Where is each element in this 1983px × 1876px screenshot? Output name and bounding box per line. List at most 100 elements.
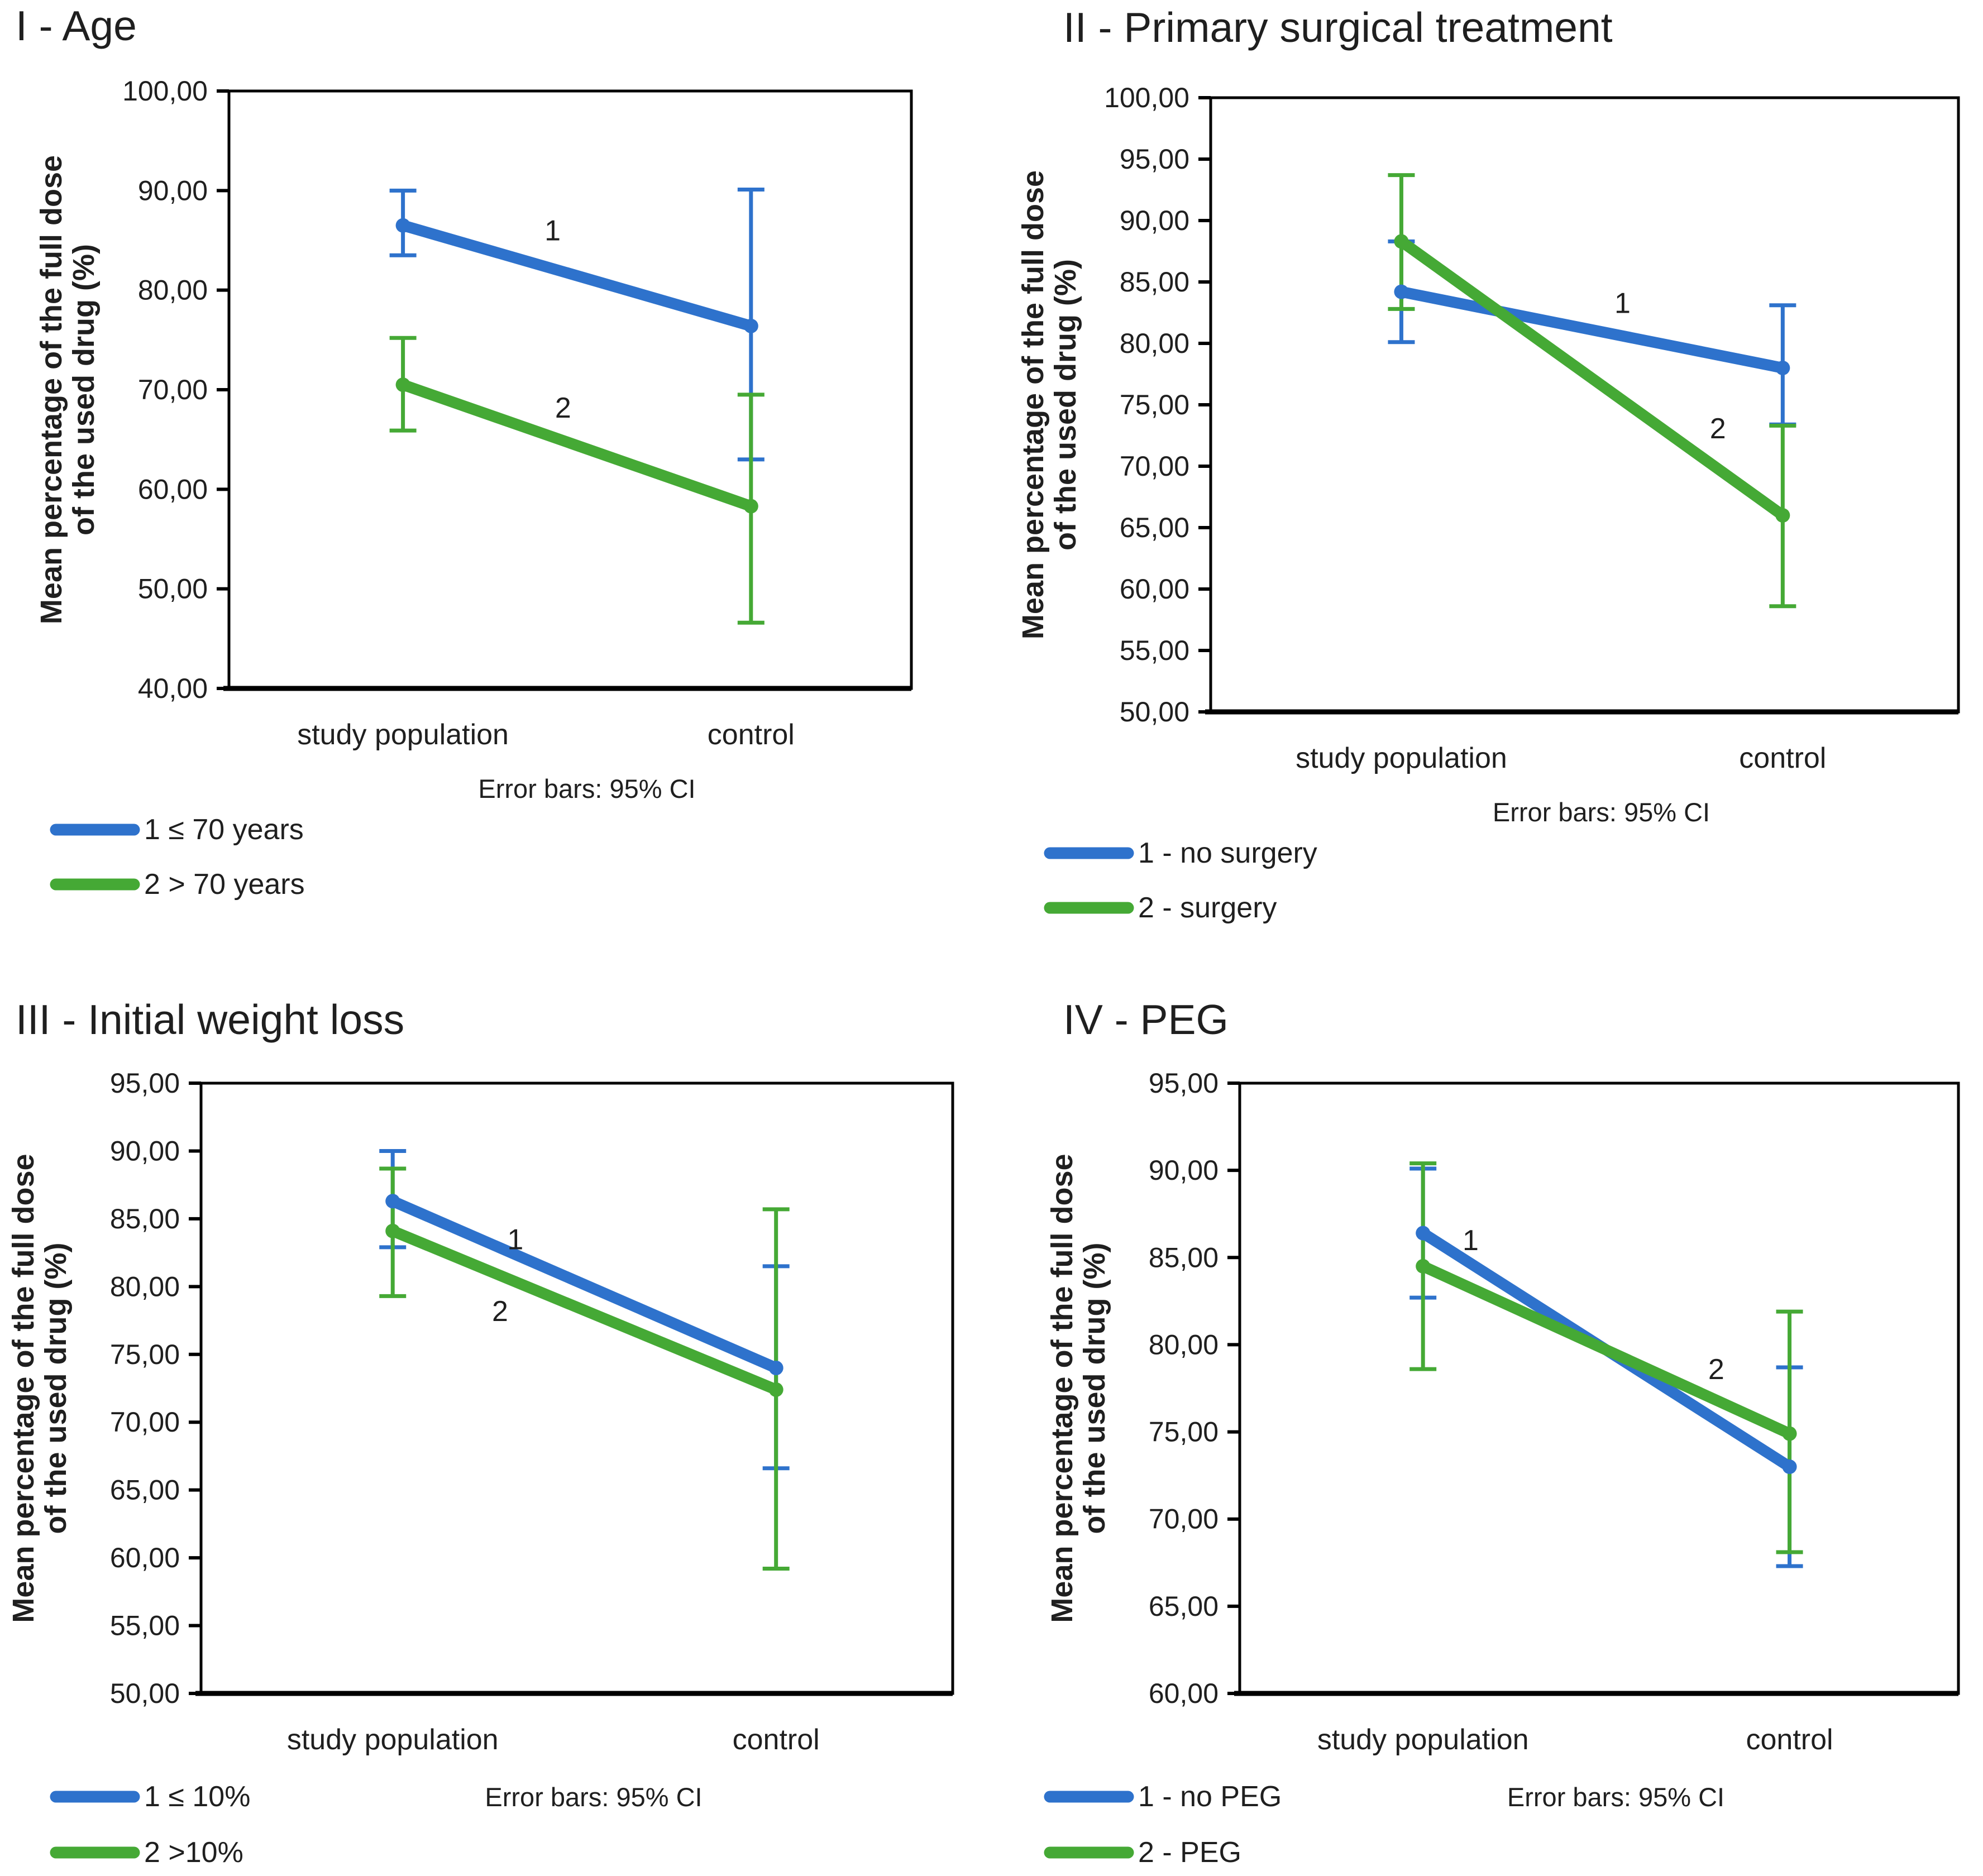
data-point (743, 318, 758, 333)
data-point (395, 218, 410, 233)
y-tick-label: 50,00 (1120, 696, 1189, 728)
legend-label: 2 >10% (144, 1836, 243, 1869)
panel-title: II - Primary surgical treatment (1063, 4, 1613, 51)
y-tick-label: 80,00 (1120, 328, 1189, 359)
x-category-label: control (708, 719, 795, 751)
y-tick-label: 90,00 (1149, 1155, 1219, 1186)
plot-box (227, 89, 913, 690)
y-tick-label: 90,00 (110, 1135, 180, 1166)
panel-1: I - Age Mean percentage of the full doseo… (0, 0, 994, 977)
x-category-label: study population (297, 719, 509, 751)
series-number-label: 1 (544, 215, 561, 247)
y-tick-label: 95,00 (1149, 1068, 1219, 1099)
legend-label: 2 - PEG (1138, 1836, 1241, 1869)
series-line (397, 379, 757, 512)
plot-box (1209, 96, 1960, 714)
x-category-label: control (733, 1724, 820, 1756)
error-bars-footnote: Error bars: 95% CI (1507, 1782, 1724, 1812)
y-tick-label: 50,00 (138, 573, 208, 605)
panel-title: IV - PEG (1063, 996, 1229, 1043)
data-point (1416, 1258, 1431, 1274)
y-tick-label: 75,00 (1149, 1416, 1219, 1448)
series-line (397, 219, 757, 332)
plot-box (199, 1081, 954, 1695)
panel-title: III - Initial weight loss (16, 996, 404, 1043)
data-point (1782, 1459, 1797, 1475)
legend-label: 1 - no PEG (1138, 1781, 1282, 1813)
series-number-label: 2 (1710, 413, 1726, 445)
data-point (1394, 284, 1409, 299)
error-bars-footnote: Error bars: 95% CI (1493, 797, 1710, 827)
y-axis-label: Mean percentage of the full doseof the u… (1045, 1154, 1111, 1623)
panel-4: IV - PEG Mean percentage of the full dose… (994, 977, 1983, 1873)
data-point (768, 1382, 783, 1397)
data-point (1775, 361, 1790, 375)
data-point (385, 1223, 400, 1238)
series-number-label: 1 (507, 1223, 523, 1256)
x-category-label: control (1746, 1724, 1833, 1756)
series-line (1396, 286, 1789, 374)
panel-title: I - Age (16, 2, 137, 49)
legend-item: 2 >10% (50, 1836, 243, 1869)
y-tick-label: 70,00 (138, 374, 208, 405)
data-point (1394, 234, 1409, 249)
y-tick-label: 70,00 (110, 1406, 180, 1438)
data-point (1416, 1226, 1431, 1241)
y-tick-label: 70,00 (1120, 451, 1189, 482)
legend-item: 1 ≤ 70 years (50, 813, 304, 846)
panel-chart-svg: I - Age Mean percentage of the full doseo… (16, 2, 913, 901)
y-tick-label: 85,00 (1149, 1242, 1219, 1273)
data-point (1775, 508, 1790, 523)
y-tick-label: 95,00 (110, 1068, 180, 1099)
panel-chart-svg: IV - PEG Mean percentage of the full dose… (1044, 996, 1960, 1869)
plot-box (1238, 1081, 1960, 1695)
legend-label: 2 > 70 years (144, 868, 305, 901)
legend-item: 2 > 70 years (50, 868, 305, 901)
legend-label: 1 ≤ 10% (144, 1781, 250, 1813)
y-tick-label: 50,00 (110, 1678, 180, 1709)
error-bars-footnote: Error bars: 95% CI (485, 1782, 702, 1812)
series-line (1396, 236, 1789, 521)
legend-label: 1 ≤ 70 years (144, 813, 304, 846)
series-number-label: 1 (1614, 287, 1631, 319)
data-point (395, 377, 410, 393)
y-tick-label: 65,00 (1149, 1591, 1219, 1622)
y-tick-label: 90,00 (138, 175, 208, 206)
panel-chart-svg: II - Primary surgical treatment Mean perc… (1016, 4, 1960, 924)
y-tick-label: 85,00 (110, 1203, 180, 1234)
x-category-label: control (1739, 742, 1826, 774)
panel-3: III - Initial weight loss Mean percentage… (0, 977, 994, 1873)
series-line (387, 1225, 782, 1395)
legend-label: 1 - no surgery (1138, 837, 1317, 869)
data-point (385, 1194, 400, 1209)
series-number-label: 1 (1463, 1224, 1479, 1257)
legend-item: 2 - PEG (1044, 1836, 1241, 1869)
data-point (1782, 1426, 1797, 1441)
y-tick-label: 55,00 (110, 1610, 180, 1642)
y-tick-label: 100,00 (122, 75, 208, 107)
legend-item: 1 - no surgery (1044, 837, 1317, 869)
y-tick-label: 65,00 (110, 1475, 180, 1506)
y-tick-label: 60,00 (110, 1542, 180, 1573)
y-axis-label: Mean percentage of the full doseof the u… (1016, 170, 1082, 639)
series-number-label: 2 (555, 392, 571, 424)
panel-chart-svg: III - Initial weight loss Mean percentage… (7, 996, 954, 1869)
y-tick-label: 55,00 (1120, 635, 1189, 666)
y-tick-label: 100,00 (1104, 82, 1189, 113)
y-axis-label: Mean percentage of the full doseof the u… (35, 155, 101, 624)
series-line (1417, 1260, 1795, 1439)
legend-label: 2 - surgery (1138, 892, 1277, 924)
y-tick-label: 85,00 (1120, 266, 1189, 298)
error-bars-footnote: Error bars: 95% CI (478, 774, 695, 803)
y-tick-label: 60,00 (1120, 573, 1189, 605)
data-point (768, 1361, 783, 1376)
y-tick-label: 60,00 (1149, 1678, 1219, 1709)
panel-2: II - Primary surgical treatment Mean perc… (994, 0, 1983, 977)
data-point (743, 499, 758, 514)
y-tick-label: 40,00 (138, 673, 208, 704)
y-tick-label: 75,00 (110, 1339, 180, 1370)
y-tick-label: 90,00 (1120, 205, 1189, 236)
x-category-label: study population (287, 1724, 499, 1756)
y-axis-label: Mean percentage of the full doseof the u… (7, 1154, 73, 1623)
